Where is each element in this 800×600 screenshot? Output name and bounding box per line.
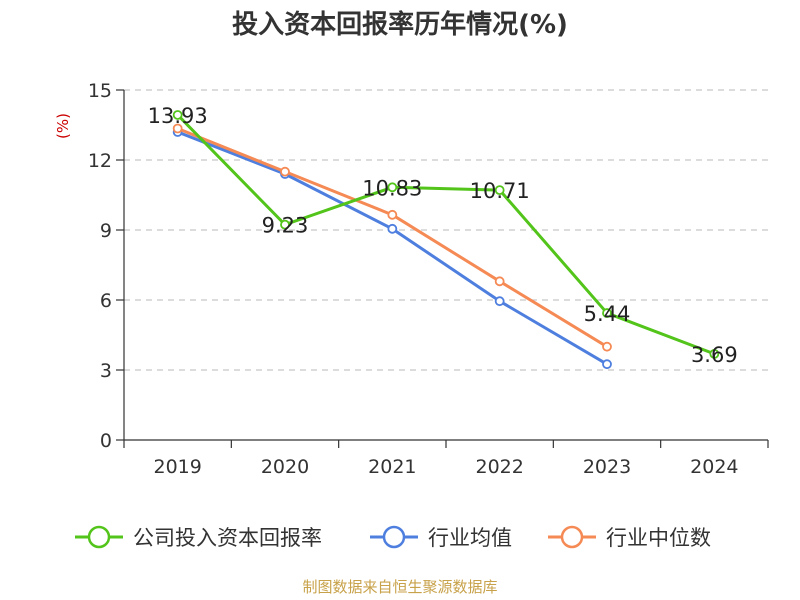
y-tick-label: 6: [100, 290, 112, 312]
grid-lines: [124, 89, 768, 371]
legend: 公司投入资本回报率 行业均值 行业中位数: [75, 525, 711, 550]
y-tick-label: 12: [88, 150, 112, 172]
legend-label: 行业中位数: [606, 526, 711, 550]
data-labels: 13.93 9.23 10.83 10.71 5.44 3.69: [148, 104, 738, 367]
data-point: [494, 296, 505, 307]
data-label: 10.83: [362, 176, 422, 200]
data-point: [602, 341, 612, 352]
data-point: [387, 182, 398, 193]
data-point: [494, 185, 505, 196]
x-tick-label: 2021: [368, 456, 416, 478]
legend-marker: [382, 525, 406, 549]
x-tick-label: 2019: [153, 456, 201, 478]
data-label: 9.23: [262, 214, 309, 238]
y-tick-label: 3: [100, 360, 112, 382]
series-lines: [172, 110, 720, 370]
data-point: [602, 308, 612, 318]
data-point: [172, 123, 183, 134]
legend-label: 公司投入资本回报率: [133, 526, 322, 550]
y-tick-label: 0: [100, 430, 112, 452]
series-line: [176, 113, 715, 356]
series-line: [177, 130, 608, 366]
data-point: [494, 276, 505, 287]
data-point: [280, 166, 290, 177]
source-note: 制图数据来自恒生聚源数据库: [302, 578, 498, 596]
data-label: 13.93: [148, 104, 208, 128]
y-tick-label: 15: [88, 80, 112, 102]
x-tick-label: 2022: [475, 456, 523, 478]
data-point: [709, 348, 720, 359]
x-tick-label: 2020: [261, 456, 309, 478]
x-tick-label: 2023: [583, 456, 631, 478]
y-axis-label: (%): [54, 113, 72, 139]
y-tick-label: 9: [100, 220, 112, 242]
data-label: 10.71: [470, 179, 530, 203]
legend-marker: [560, 525, 584, 549]
chart-title: 投入资本回报率历年情况(%): [232, 10, 568, 40]
data-label: 5.44: [584, 302, 631, 326]
data-point: [172, 110, 183, 120]
data-point: [387, 223, 398, 234]
x-tick-label: 2024: [690, 456, 738, 478]
legend-marker: [87, 525, 111, 549]
data-point: [280, 219, 290, 230]
axes: 0 3 6 9 12 15 2019 2020 2021 2022 2023 2024: [88, 80, 769, 478]
legend-label: 行业均值: [428, 526, 512, 550]
data-point: [602, 359, 612, 370]
data-point: [387, 209, 398, 220]
data-label: 3.69: [691, 343, 738, 367]
